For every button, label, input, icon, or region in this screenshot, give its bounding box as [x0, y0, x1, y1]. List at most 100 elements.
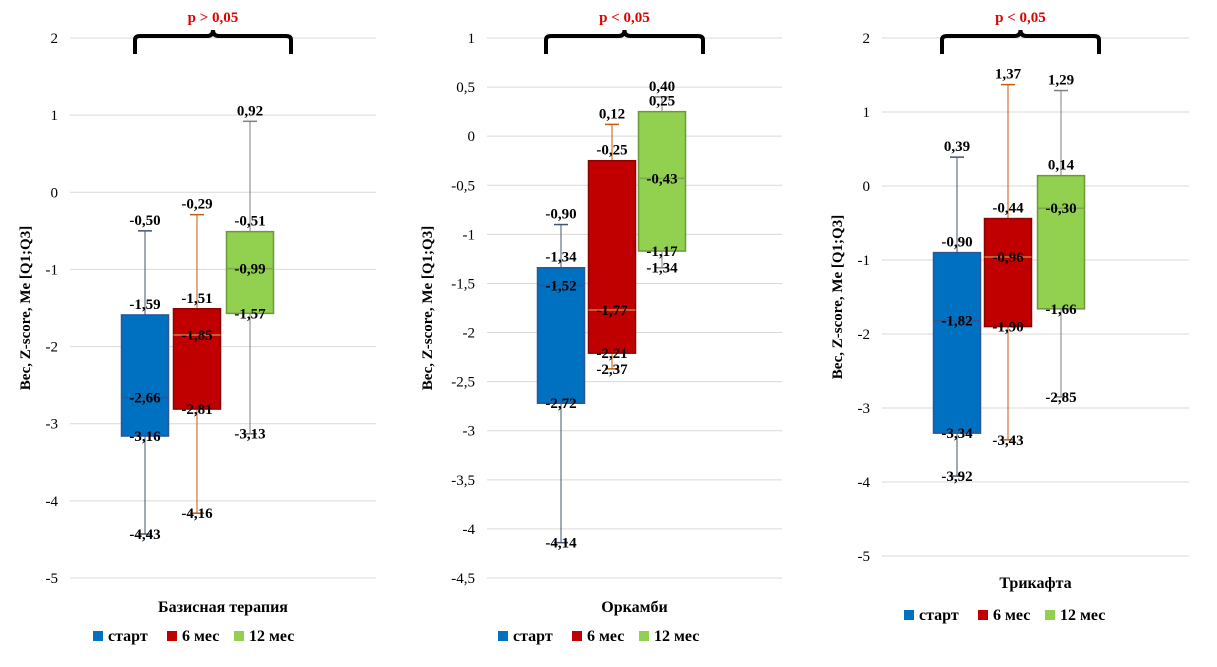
data-label: -3,34: [941, 426, 973, 442]
y-tick-label: -1: [46, 262, 59, 278]
box-6-мес: [172, 308, 222, 410]
y-tick-label: -3: [463, 424, 476, 440]
legend-swatch: [234, 631, 244, 641]
data-label: 0,40: [649, 79, 675, 95]
box-12-мес: [1036, 174, 1086, 310]
data-label: 0,12: [599, 106, 625, 122]
legend-swatch: [904, 610, 914, 620]
box-6-мес: [983, 217, 1033, 328]
y-tick-label: -4: [858, 475, 871, 491]
y-tick-label: -4: [46, 494, 59, 510]
y-tick-label: -5: [46, 571, 59, 587]
legend-entry: 12 мес: [1060, 607, 1105, 624]
data-label: -2,81: [181, 402, 212, 418]
data-label: -3,92: [941, 469, 972, 485]
y-tick-label: -0,5: [451, 178, 475, 194]
y-tick-label: -4: [463, 522, 476, 538]
y-tick-label: 2: [51, 31, 59, 47]
data-label: -1,66: [1045, 302, 1077, 318]
data-label: -2,37: [596, 362, 628, 378]
data-label: -3,13: [234, 427, 265, 443]
box-старт: [932, 251, 982, 434]
significance-brace: [544, 29, 705, 54]
data-label: 0,39: [944, 139, 970, 155]
y-tick-label: -3: [46, 417, 59, 433]
data-label: -1,52: [545, 278, 576, 294]
legend-entry: 12 мес: [654, 628, 699, 645]
data-label: -1,82: [941, 314, 972, 330]
y-tick-label: 0: [863, 179, 871, 195]
y-tick-label: -4,5: [451, 571, 475, 587]
box-6-мес: [587, 159, 637, 354]
p-value-label: p < 0,05: [995, 10, 1046, 26]
data-label: -1,59: [129, 297, 160, 313]
box-12-мес: [637, 110, 687, 252]
legend-swatch: [93, 631, 103, 641]
y-tick-label: -3,5: [451, 473, 475, 489]
p-value-label: p > 0,05: [188, 10, 239, 26]
box-старт: [120, 314, 170, 437]
y-axis-label: Вес, Z-score, Me [Q1;Q3]: [18, 226, 34, 390]
data-label: -0,29: [181, 197, 212, 213]
y-tick-label: 0: [468, 129, 476, 145]
legend-entry: 12 мес: [249, 628, 294, 645]
data-label: -0,96: [992, 250, 1024, 266]
data-label: 1,29: [1048, 73, 1074, 89]
x-axis-label: Оркамби: [601, 599, 667, 616]
y-tick-label: -1: [463, 227, 476, 243]
box-старт: [536, 266, 586, 404]
data-label: -4,14: [545, 536, 577, 552]
y-tick-label: 1: [468, 31, 476, 47]
y-tick-label: 1: [51, 108, 59, 124]
data-label: -1,34: [646, 261, 678, 277]
y-tick-label: 0,5: [456, 80, 475, 96]
p-value-label: p < 0,05: [599, 10, 650, 26]
legend-entry: старт: [108, 628, 148, 645]
data-label: -2,66: [129, 390, 161, 406]
y-axis-label: Вес, Z-score, Me [Q1;Q3]: [830, 215, 846, 379]
y-tick-label: 1: [863, 105, 871, 121]
legend-entry: старт: [919, 607, 959, 624]
data-label: -0,44: [992, 201, 1024, 217]
legend-swatch: [639, 631, 649, 641]
y-tick-label: -2: [46, 340, 59, 356]
data-label: -0,43: [646, 171, 677, 187]
data-label: -1,85: [181, 328, 212, 344]
y-tick-label: -1,5: [451, 276, 475, 292]
y-tick-label: 0: [51, 185, 59, 201]
x-axis-label: Трикафта: [999, 575, 1071, 592]
y-tick-label: -2: [463, 326, 476, 342]
data-label: -2,21: [596, 346, 627, 362]
legend-entry: 6 мес: [993, 607, 1030, 624]
data-label: -4,43: [129, 527, 160, 543]
data-label: -1,77: [596, 303, 628, 319]
data-label: -2,72: [545, 396, 576, 412]
legend-swatch: [167, 631, 177, 641]
legend-swatch: [978, 610, 988, 620]
y-tick-label: -2,5: [451, 375, 475, 391]
data-label: 0,14: [1048, 158, 1075, 174]
legend-entry: 6 мес: [587, 628, 624, 645]
legend-entry: старт: [513, 628, 553, 645]
data-label: -2,85: [1045, 390, 1076, 406]
legend-swatch: [572, 631, 582, 641]
data-label: -0,99: [234, 262, 265, 278]
y-tick-label: -5: [858, 549, 871, 565]
data-label: -0,25: [596, 143, 627, 159]
data-label: 0,25: [649, 94, 675, 110]
data-label: -1,34: [545, 250, 577, 266]
data-label: -0,51: [234, 214, 265, 230]
y-tick-label: -3: [858, 401, 871, 417]
y-axis-label: Вес, Z-score, Me [Q1;Q3]: [420, 226, 436, 390]
data-label: -0,50: [129, 213, 160, 229]
x-axis-label: Базисная терапия: [158, 599, 288, 616]
data-label: -1,51: [181, 291, 212, 307]
y-tick-label: 2: [863, 31, 871, 47]
box-12-мес: [225, 230, 275, 315]
data-label: 1,37: [995, 67, 1022, 83]
data-label: -1,17: [646, 244, 678, 260]
significance-brace: [133, 29, 293, 54]
data-label: -3,16: [129, 429, 161, 445]
y-tick-label: -1: [858, 253, 871, 269]
